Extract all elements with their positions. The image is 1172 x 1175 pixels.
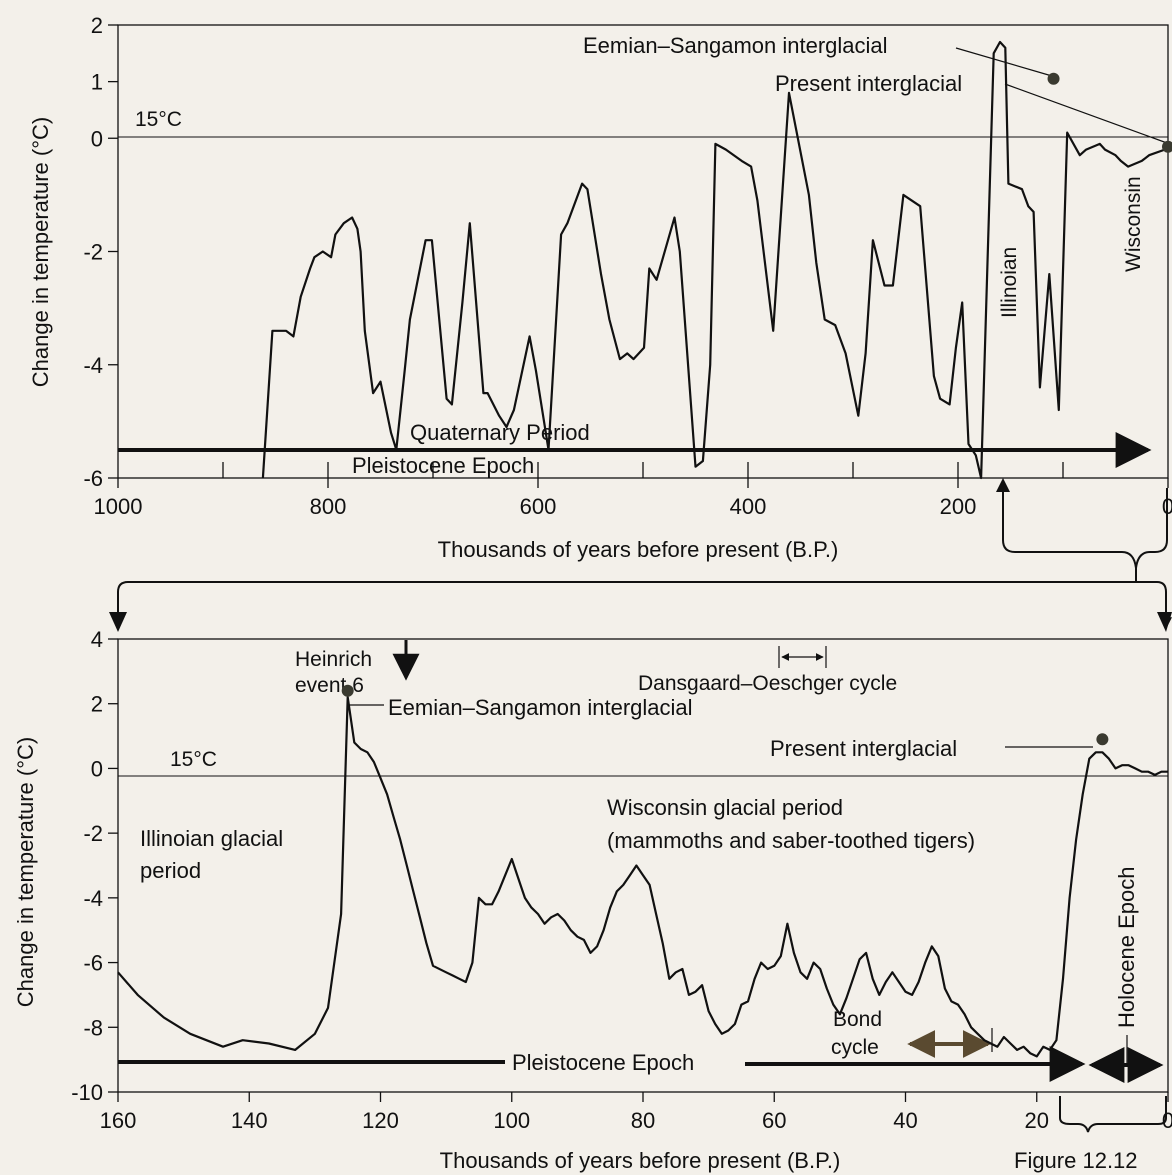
bottom-eemian-marker <box>341 684 354 697</box>
bottom-x-tick-label: 160 <box>100 1108 137 1133</box>
top-x-tick-label: 1000 <box>94 494 143 519</box>
bottom-annotation-illinoian: Illinoian glacial <box>140 826 283 851</box>
top-y-axis-ticks: 2 1 0 -2 -4 -6 <box>83 13 118 491</box>
zoom-connector <box>112 488 1172 630</box>
top-y-tick-label: -2 <box>83 240 103 265</box>
top-series-line <box>261 40 1168 480</box>
bottom-annotation-period: period <box>140 858 201 883</box>
top-eemian-marker <box>1047 72 1060 85</box>
bottom-x-axis-label: Thousands of years before present (B.P.) <box>440 1148 841 1173</box>
bottom-x-tick-label: 100 <box>493 1108 530 1133</box>
bottom-x-axis-ticks: 160 140 120 100 80 60 40 20 0 <box>100 1092 1172 1133</box>
zoom-spread-line <box>112 568 1137 627</box>
zoom-spread-line-right <box>1136 581 1172 630</box>
top-y-axis-label: Change in temperature (°C) <box>28 117 53 387</box>
top-y-tick-label: -4 <box>83 353 103 378</box>
top-y-tick-label: 1 <box>91 70 103 95</box>
bottom-reference-label: 15°C <box>170 748 217 771</box>
top-reference-label: 15°C <box>135 108 182 131</box>
bottom-eemian-label: Eemian–Sangamon interglacial <box>388 695 693 720</box>
bottom-y-axis-ticks: 4 2 0 -2 -4 -6 -8 -10 <box>71 627 118 1105</box>
top-eemian-label: Eemian–Sangamon interglacial <box>583 33 888 58</box>
bottom-x-tick-label: 40 <box>893 1108 917 1133</box>
bottom-y-tick-label: 2 <box>91 692 103 717</box>
top-y-tick-label: 2 <box>91 13 103 38</box>
top-y-tick-label: 0 <box>91 126 103 151</box>
zoom-arrowhead-right <box>1157 612 1172 632</box>
bottom-y-axis-label: Change in temperature (°C) <box>13 737 38 1007</box>
bottom-present-marker <box>1096 733 1109 746</box>
top-x-axis-label: Thousands of years before present (B.P.) <box>438 537 839 562</box>
top-present-marker <box>1162 140 1172 153</box>
zoom-bracket-top <box>1002 488 1168 569</box>
bottom-holocene-bracket <box>1059 1096 1167 1133</box>
bottom-x-tick-label: 60 <box>762 1108 786 1133</box>
top-chart: 15°C 2 1 0 -2 -4 -6 1000 800 600 400 200 0 Change … <box>28 13 1172 562</box>
bottom-y-tick-label: -4 <box>83 886 103 911</box>
top-present-leader <box>1004 83 1168 144</box>
bottom-y-tick-label: -10 <box>71 1080 103 1105</box>
bottom-y-tick-label: -2 <box>83 821 103 846</box>
top-annotation-quaternary: Quaternary Period <box>410 420 590 445</box>
bottom-annotation-mammoths: (mammoths and saber-toothed tigers) <box>607 828 975 853</box>
figure-label: Figure 12.12 <box>1014 1148 1138 1173</box>
top-annotation-pleistocene: Pleistocene Epoch <box>352 453 534 478</box>
top-x-tick-label: 400 <box>730 494 767 519</box>
top-era-ticks <box>222 462 1064 478</box>
top-x-tick-label: 800 <box>310 494 347 519</box>
bottom-annotation-cycle: cycle <box>831 1036 879 1059</box>
bottom-annotation-bond: Bond <box>833 1008 882 1031</box>
top-x-tick-label: 600 <box>520 494 557 519</box>
bottom-y-tick-label: -8 <box>83 1015 103 1040</box>
bottom-annotation-pleistocene: Pleistocene Epoch <box>512 1050 694 1075</box>
top-eemian-leader <box>955 47 1053 77</box>
bottom-y-tick-label: -6 <box>83 951 103 976</box>
bottom-series-line <box>117 696 1168 1058</box>
zoom-arrowhead-left <box>109 612 127 632</box>
top-y-tick-label: -6 <box>83 466 103 491</box>
bottom-annotation-holocene: Holocene Epoch <box>1114 867 1139 1028</box>
top-x-axis-ticks: 1000 800 600 400 200 0 <box>94 478 1172 519</box>
top-annotation-wisconsin: Wisconsin <box>1122 176 1145 272</box>
bottom-chart: 15°C 420-2-4-6-8-10 160 140 120 100 80 60 40 20… <box>13 627 1172 1173</box>
bottom-annotation-heinrich: Heinrich <box>295 648 372 671</box>
bottom-x-tick-label: 120 <box>362 1108 399 1133</box>
bottom-x-tick-label: 20 <box>1025 1108 1049 1133</box>
top-present-label: Present interglacial <box>775 71 962 96</box>
bottom-annotation-do-cycle: Dansgaard–Oeschger cycle <box>638 672 897 695</box>
bottom-x-tick-label: 0 <box>1162 1108 1172 1133</box>
bottom-present-label: Present interglacial <box>770 736 957 761</box>
bottom-y-tick-label: 0 <box>91 756 103 781</box>
bottom-x-tick-label: 140 <box>231 1108 268 1133</box>
bottom-annotation-event6: event 6 <box>295 674 364 697</box>
top-x-tick-label: 200 <box>940 494 977 519</box>
zoom-arrowhead-up <box>996 478 1010 492</box>
top-annotation-illinoian: Illinoian <box>998 247 1021 318</box>
bottom-x-tick-label: 80 <box>631 1108 655 1133</box>
bottom-annotation-wisconsin: Wisconsin glacial period <box>607 795 843 820</box>
bottom-y-tick-label: 4 <box>91 627 103 652</box>
